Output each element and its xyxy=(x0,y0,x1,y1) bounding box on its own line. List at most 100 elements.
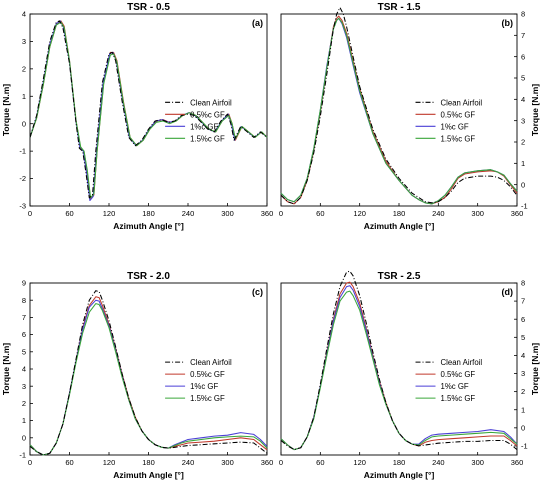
legend-label: 1.5%c GF xyxy=(190,134,225,143)
series-line xyxy=(29,20,268,202)
legend-label: 0.5%c GF xyxy=(190,110,225,119)
chart-title: TSR - 1.5 xyxy=(378,2,421,13)
chart-panel-2: TSR - 1.5 0 60 120 180 240 300 360-1 0 1 2 3 4 5 6 7 8 Az… xyxy=(279,2,540,231)
legend-label: 0.5%c GF xyxy=(190,370,225,379)
legend-label: 1%c GF xyxy=(441,382,469,391)
y-tick-label: 8 xyxy=(521,279,525,288)
y-tick-label: 5 xyxy=(22,347,26,356)
y-tick-label: 0 xyxy=(22,119,26,128)
plot-frame xyxy=(280,282,518,456)
x-tick-label: 180 xyxy=(142,209,155,218)
chart-title: TSR - 2.5 xyxy=(378,271,421,282)
x-tick-label: 0 xyxy=(28,458,32,467)
y-tick-label: 5 xyxy=(521,333,525,342)
y-tick-label: 3 xyxy=(521,116,525,125)
x-tick-label: 360 xyxy=(261,458,274,467)
panel-label: (b) xyxy=(502,18,514,28)
series-line xyxy=(280,285,518,451)
series-line xyxy=(29,299,268,456)
y-tick-label: 2 xyxy=(521,138,525,147)
y-tick-label: 3 xyxy=(22,37,26,46)
y-tick-label: 1 xyxy=(22,92,26,101)
y-tick-label: 2 xyxy=(521,387,525,396)
legend-label: 1%c GF xyxy=(190,122,218,131)
x-tick-label: 300 xyxy=(221,458,234,467)
x-tick-label: 0 xyxy=(279,209,283,218)
x-tick-label: 120 xyxy=(353,458,366,467)
y-tick-label: 4 xyxy=(521,95,525,104)
y-tick-label: 0 xyxy=(22,433,26,442)
x-tick-label: 180 xyxy=(393,458,406,467)
y-tick-label: 5 xyxy=(521,74,525,83)
chart-panel-1: TSR - 0.5 0 60 120 180 240 300 360 -3 -2 -1 0 1 2 3 4 Az… xyxy=(1,2,273,231)
chart-title: TSR - 2.0 xyxy=(127,271,170,282)
x-tick-label: 240 xyxy=(432,209,445,218)
y-tick-label: 4 xyxy=(22,365,26,374)
y-tick-label: 6 xyxy=(521,52,525,61)
legend-label: 1.5%c GF xyxy=(190,394,225,403)
chart-panel-3: TSR - 2.00 60 120 180 240 300 360-10123456789A… xyxy=(1,271,273,480)
y-tick-label: 0 xyxy=(521,180,525,189)
y-tick-label: 1 xyxy=(22,416,26,425)
plot-frame xyxy=(280,13,518,207)
series-line xyxy=(29,290,268,456)
chart-panel-4: TSR - 2.5 0 60 120 180 240 300 360 -1 0 1 2 3 4 5 6 7 8 Az… xyxy=(279,270,540,480)
y-tick-label: 8 xyxy=(22,296,26,305)
series-line xyxy=(29,21,268,199)
series-line xyxy=(29,303,268,456)
x-tick-label: 300 xyxy=(471,458,484,467)
x-tick-label: 60 xyxy=(65,458,73,467)
y-tick-label: 4 xyxy=(22,10,26,19)
x-axis-label: Azimuth Angle [°] xyxy=(113,221,184,231)
x-axis-label: Azimuth Angle [°] xyxy=(113,470,184,480)
x-tick-label: 300 xyxy=(221,209,234,218)
x-axis-label: Azimuth Angle [°] xyxy=(364,221,435,231)
x-tick-label: 0 xyxy=(279,458,283,467)
series-line xyxy=(29,296,268,456)
legend-label: 1%c GF xyxy=(441,122,469,131)
legend-label: 1.5%c GF xyxy=(441,394,476,403)
y-tick-label: 8 xyxy=(521,10,525,19)
legend-label: 0.5%c GF xyxy=(441,110,476,119)
legend-label: Clean Airfoil xyxy=(190,358,232,367)
series-line xyxy=(29,20,268,200)
y-tick-label: 2 xyxy=(22,399,26,408)
y-tick-label: 7 xyxy=(521,297,525,306)
x-tick-label: 240 xyxy=(182,209,195,218)
x-tick-label: 360 xyxy=(511,209,524,218)
y-tick-label: 3 xyxy=(521,369,525,378)
y-tick-label: 2 xyxy=(22,64,26,73)
y-tick-label: 0 xyxy=(521,423,525,432)
x-tick-label: 120 xyxy=(353,209,366,218)
y-axis-label: Torque [N.m] xyxy=(530,84,540,136)
series-line xyxy=(280,17,518,205)
x-tick-label: 120 xyxy=(103,209,116,218)
y-tick-label: 1 xyxy=(521,405,525,414)
series-line xyxy=(280,7,518,205)
x-axis-label: Azimuth Angle [°] xyxy=(364,470,435,480)
y-tick-label: -1 xyxy=(521,442,528,451)
legend-label: 1%c GF xyxy=(190,382,218,391)
y-tick-label: 6 xyxy=(521,315,525,324)
y-tick-label: 7 xyxy=(521,31,525,40)
x-tick-label: 0 xyxy=(28,209,32,218)
x-tick-label: 360 xyxy=(511,458,524,467)
y-tick-label: 4 xyxy=(521,351,525,360)
y-axis-label: Torque [N.m] xyxy=(1,84,11,136)
legend-label: Clean Airfoil xyxy=(441,358,483,367)
y-tick-label: -1 xyxy=(521,202,528,211)
panel-label: (a) xyxy=(252,18,263,28)
x-tick-label: 180 xyxy=(142,458,155,467)
panel-label: (c) xyxy=(252,287,263,297)
y-tick-label: 3 xyxy=(22,382,26,391)
series-line xyxy=(29,20,268,199)
legend-label: Clean Airfoil xyxy=(190,98,232,107)
y-tick-label: 9 xyxy=(22,279,26,288)
panel-label: (d) xyxy=(502,287,514,297)
y-axis-label: Torque [N.m] xyxy=(1,343,11,395)
x-tick-label: 120 xyxy=(103,458,116,467)
x-tick-label: 60 xyxy=(65,209,73,218)
plot-frame xyxy=(29,282,268,456)
x-tick-label: 240 xyxy=(182,458,195,467)
